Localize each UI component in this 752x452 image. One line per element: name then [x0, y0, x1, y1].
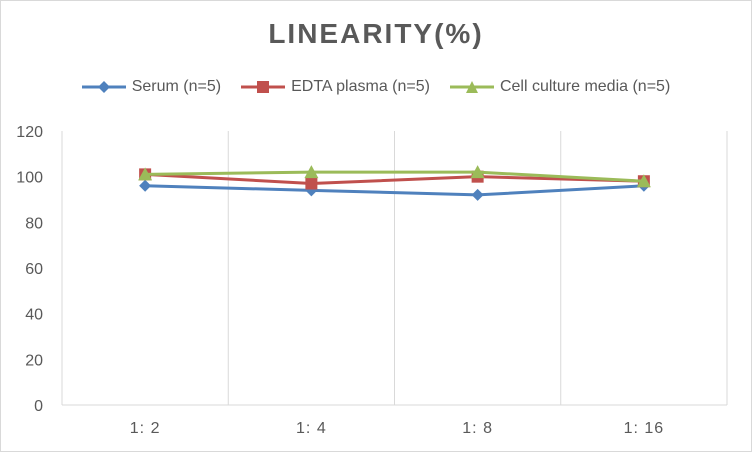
y-tick-label: 120: [16, 124, 43, 141]
legend-label-serum: Serum (n=5): [131, 78, 222, 95]
series-line-0: [145, 184, 644, 197]
data-point-cell-culture-media: [304, 165, 319, 179]
legend-swatch-serum: [81, 81, 126, 93]
y-tick-label: 20: [25, 352, 43, 369]
y-tick-label: 60: [25, 261, 43, 278]
data-point-cell-culture-media: [636, 174, 651, 188]
series-line-2: [145, 170, 644, 183]
data-point-cell-culture-media: [138, 167, 153, 181]
y-tick-label: 0: [34, 398, 43, 415]
data-point-cell-culture-media: [470, 165, 485, 179]
legend-label-edta-plasma: EDTA plasma (n=5): [291, 78, 430, 95]
legend-item-cell-culture-media: Cell culture media (n=5): [449, 78, 671, 96]
series-line-1: [145, 172, 644, 186]
legend-label-cell-culture-media: Cell culture media (n=5): [499, 78, 671, 95]
chart-title: LINEARITY(%): [268, 18, 484, 49]
x-tick-label: 1: 16: [624, 420, 665, 437]
legend-item-edta-plasma: EDTA plasma (n=5): [241, 78, 430, 96]
legend-swatch-edta-plasma: [241, 81, 286, 93]
y-tick-label: 40: [25, 307, 43, 324]
legend: Serum (n=5) EDTA plasma (n=5) Cell cultu…: [0, 78, 752, 96]
data-point-serum: [139, 179, 152, 192]
data-point-edta-plasma: [305, 177, 318, 190]
data-point-serum: [471, 188, 484, 201]
legend-item-serum: Serum (n=5): [81, 78, 222, 96]
y-tick-label: 80: [25, 215, 43, 232]
x-tick-label: 1: 8: [462, 420, 493, 437]
x-tick-label: 1: 4: [296, 420, 327, 437]
x-tick-label: 1: 2: [130, 420, 161, 437]
y-tick-label: 100: [16, 170, 43, 187]
legend-swatch-cell-culture-media: [449, 81, 494, 93]
